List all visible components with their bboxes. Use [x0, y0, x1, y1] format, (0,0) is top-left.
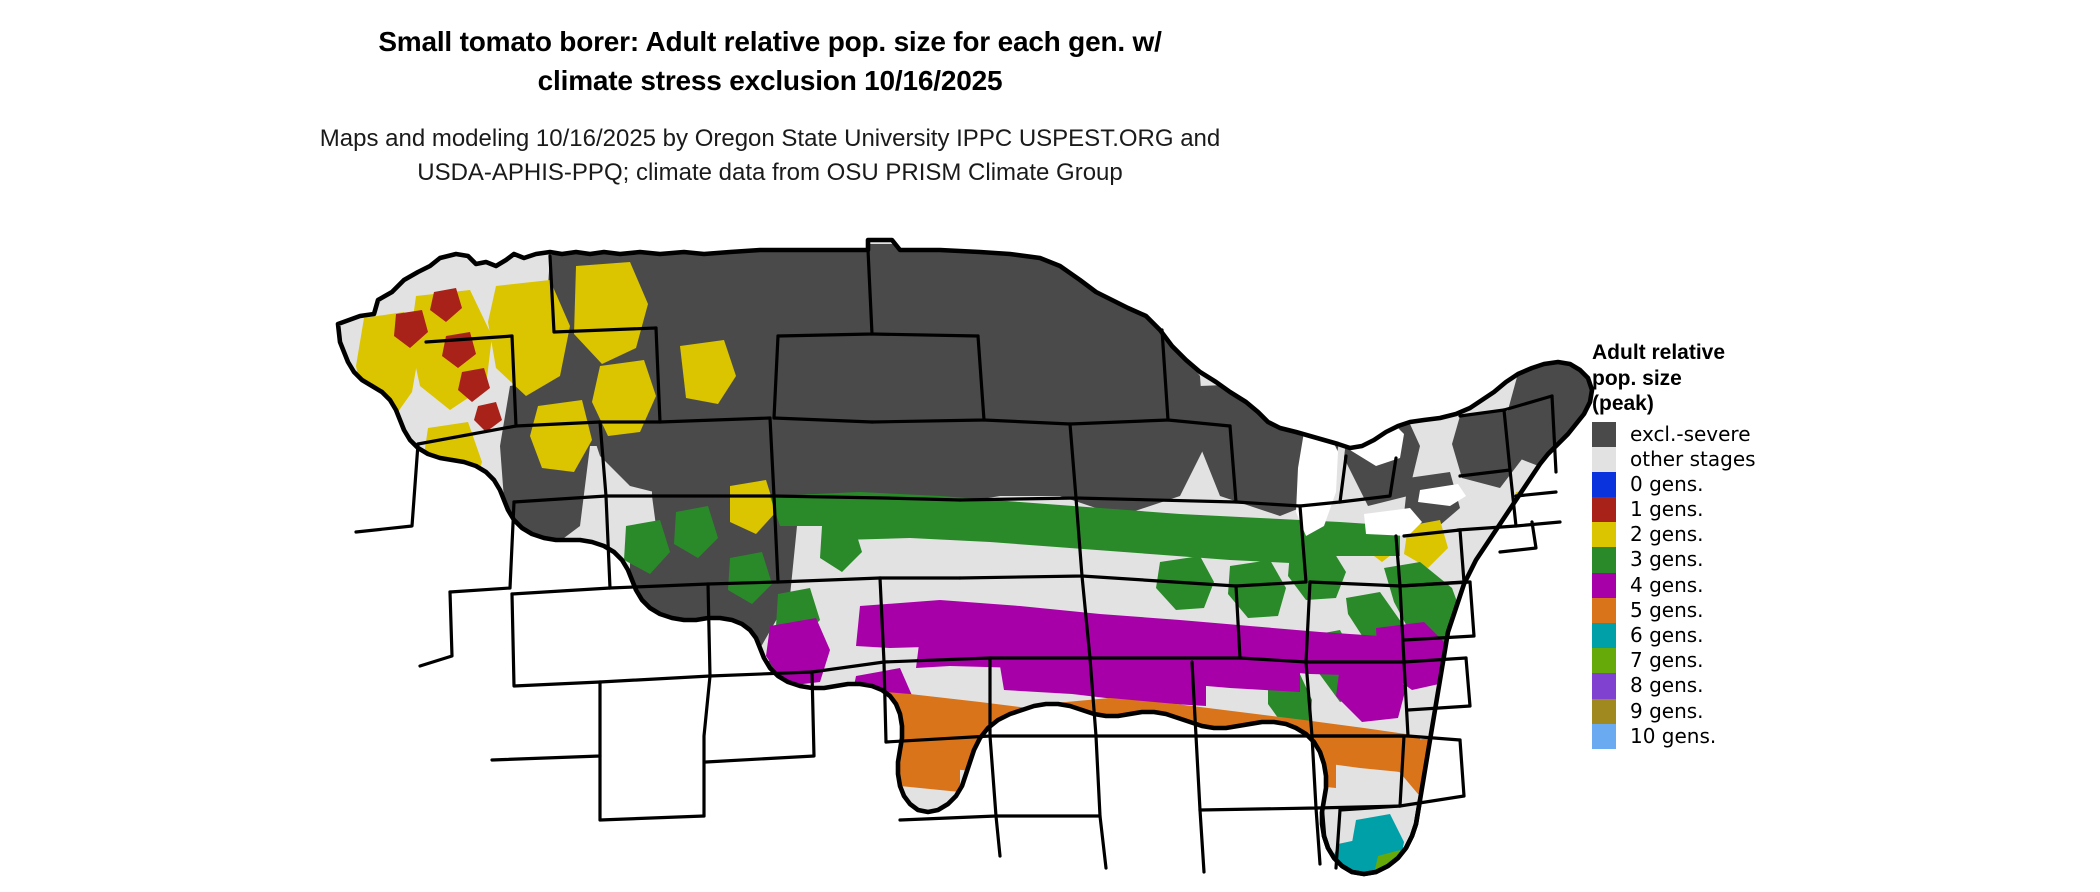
- legend-row: 8 gens.: [1592, 673, 1892, 699]
- legend-row: excl.-severe: [1592, 421, 1892, 447]
- lake-ontario: [1418, 484, 1466, 506]
- legend: Adult relative pop. size (peak) excl.-se…: [1592, 340, 1892, 749]
- legend-color-swatch: [1592, 446, 1616, 472]
- legend-row: 2 gens.: [1592, 522, 1892, 548]
- legend-row: 6 gens.: [1592, 623, 1892, 649]
- legend-label: 9 gens.: [1630, 698, 1704, 723]
- legend-color-swatch: [1592, 522, 1616, 548]
- state-boundaries: [354, 248, 1562, 874]
- subtitle-line-1: Maps and modeling 10/16/2025 by Oregon S…: [319, 125, 1221, 152]
- legend-color-swatch: [1592, 648, 1616, 674]
- legend-row: other stages: [1592, 446, 1892, 472]
- lake-michigan: [1296, 426, 1338, 536]
- legend-color-swatch: [1592, 421, 1616, 447]
- legend-label: 8 gens.: [1630, 673, 1704, 698]
- legend-color-swatch: [1592, 497, 1616, 523]
- legend-title-line-2: pop. size: [1592, 366, 1682, 390]
- legend-color-swatch: [1592, 597, 1616, 623]
- legend-label: other stages: [1630, 446, 1756, 471]
- legend-row: 10 gens.: [1592, 723, 1892, 749]
- legend-color-swatch: [1592, 572, 1616, 598]
- choropleth-map: [300, 196, 1600, 886]
- title-line-1: Small tomato borer: Adult relative pop. …: [378, 26, 1162, 57]
- legend-row: 3 gens.: [1592, 547, 1892, 573]
- legend-color-swatch: [1592, 547, 1616, 573]
- subtitle-line-2: USDA-APHIS-PPQ; climate data from OSU PR…: [417, 159, 1123, 186]
- legend-row: 1 gens.: [1592, 497, 1892, 523]
- page-subtitle: Maps and modeling 10/16/2025 by Oregon S…: [0, 122, 1540, 190]
- legend-color-swatch: [1592, 673, 1616, 699]
- legend-row: 7 gens.: [1592, 648, 1892, 674]
- legend-row: 5 gens.: [1592, 597, 1892, 623]
- legend-label: 4 gens.: [1630, 572, 1704, 597]
- legend-row: 0 gens.: [1592, 471, 1892, 498]
- legend-row: 9 gens.: [1592, 698, 1892, 724]
- legend-color-swatch: [1592, 723, 1616, 749]
- us-map-svg: [300, 196, 1600, 886]
- legend-color-swatch: [1592, 471, 1616, 498]
- legend-label: 10 gens.: [1630, 723, 1717, 748]
- legend-title-line-3: (peak): [1592, 392, 1654, 415]
- legend-row: 4 gens.: [1592, 572, 1892, 598]
- legend-label: 0 gens.: [1630, 471, 1704, 496]
- page-title: Small tomato borer: Adult relative pop. …: [0, 22, 1540, 100]
- legend-label: 7 gens.: [1630, 648, 1704, 673]
- legend-label: 6 gens.: [1630, 623, 1704, 647]
- legend-title-line-1: Adult relative: [1592, 341, 1726, 364]
- legend-label: 5 gens.: [1630, 597, 1704, 622]
- legend-color-swatch: [1592, 698, 1616, 724]
- title-line-2: climate stress exclusion 10/16/2025: [537, 65, 1003, 96]
- florida-outline: [1319, 799, 1423, 877]
- lake-erie: [1364, 508, 1422, 536]
- legend-label: 2 gens.: [1630, 522, 1704, 547]
- lake-superior: [1230, 368, 1316, 412]
- legend-label: 1 gens.: [1630, 497, 1704, 522]
- legend-label: 3 gens.: [1630, 547, 1704, 572]
- legend-label: excl.-severe: [1630, 421, 1751, 446]
- legend-color-swatch: [1592, 623, 1616, 649]
- legend-item-list: excl.-severe other stages 0 gens. 1 gens. 2 …: [1592, 421, 1892, 749]
